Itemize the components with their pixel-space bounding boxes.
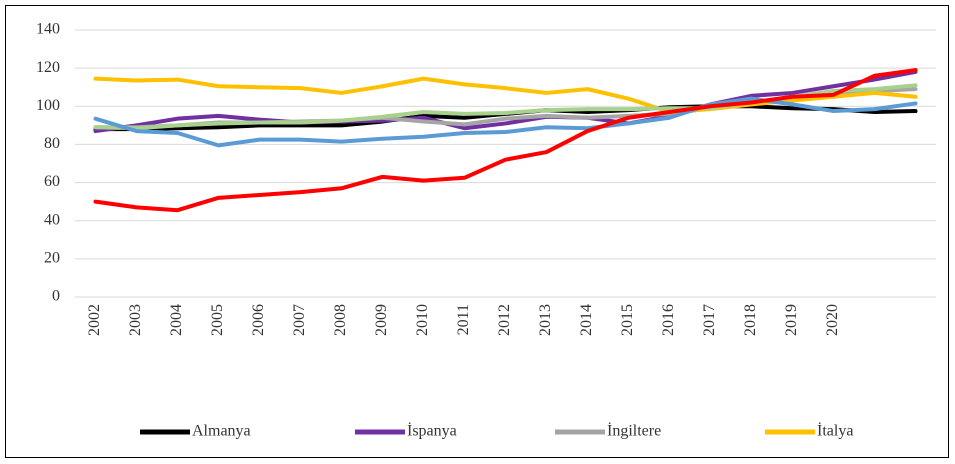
y-tick-label: 60	[44, 173, 60, 190]
series-line	[93, 69, 918, 134]
x-tick-label: 2006	[250, 304, 267, 336]
x-tick-label: 2002	[86, 304, 103, 336]
y-tick-label: 100	[36, 97, 60, 114]
x-tick-label: 2019	[783, 304, 800, 336]
y-tick-label: 40	[44, 211, 60, 228]
y-tick-label: 140	[36, 21, 60, 38]
y-tick-label: 20	[44, 250, 60, 267]
x-tick-label: 2018	[742, 304, 759, 336]
x-tick-label: 2012	[496, 304, 513, 336]
x-tick-label: 2020	[824, 304, 841, 336]
y-tick-label: 80	[44, 135, 60, 152]
chart-border	[5, 5, 949, 458]
x-tick-label: 2003	[127, 304, 144, 336]
x-tick-label: 2005	[209, 304, 226, 336]
y-tick-label: 120	[36, 59, 60, 76]
x-tick-label: 2011	[455, 304, 472, 335]
legend-label: İspanya	[407, 422, 457, 440]
x-tick-label: 2007	[291, 304, 308, 336]
x-tick-label: 2004	[168, 304, 185, 336]
legend-label: İtalya	[817, 422, 853, 440]
x-tick-label: 2015	[619, 304, 636, 336]
series-line	[93, 96, 918, 148]
y-tick-label: 0	[52, 288, 60, 305]
series-line	[93, 68, 918, 213]
legend-label: İngiltere	[607, 422, 661, 440]
x-tick-label: 2009	[373, 304, 390, 336]
x-tick-label: 2010	[414, 304, 431, 336]
x-tick-label: 2017	[701, 304, 718, 336]
legend-label: Almanya	[192, 423, 251, 440]
x-tick-label: 2014	[578, 304, 595, 336]
x-tick-label: 2013	[537, 304, 554, 336]
x-tick-label: 2016	[660, 304, 677, 336]
x-tick-label: 2008	[332, 304, 349, 336]
